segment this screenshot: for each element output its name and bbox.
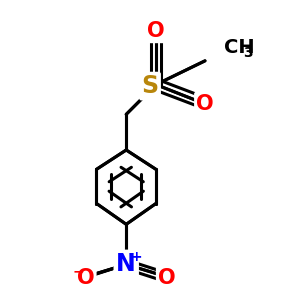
- Text: −: −: [72, 265, 84, 279]
- Text: 3: 3: [244, 46, 253, 59]
- Text: O: O: [158, 268, 175, 288]
- Text: O: O: [77, 268, 95, 288]
- Text: S: S: [141, 74, 159, 98]
- Text: O: O: [147, 21, 165, 41]
- Text: O: O: [196, 94, 214, 114]
- Text: CH: CH: [224, 38, 255, 57]
- Text: N: N: [116, 252, 136, 276]
- Text: +: +: [130, 250, 142, 264]
